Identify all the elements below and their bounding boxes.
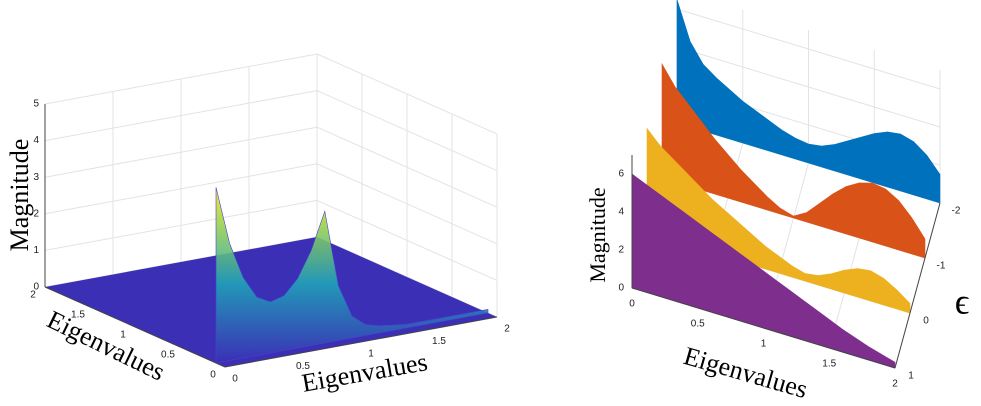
y-axis-label: ϵ (955, 281, 970, 321)
axis-edge (224, 316, 498, 368)
x-tick-label: 0 (232, 374, 238, 385)
series-area (676, 0, 941, 204)
y-tick-label: 0 (923, 316, 929, 327)
series-area (661, 62, 926, 259)
x-tick-label: 2 (892, 379, 898, 390)
x-axis-label: Eigenvalues (299, 347, 429, 398)
x-tick-label: 1.5 (822, 359, 836, 370)
y-tick-label: 0.5 (161, 350, 175, 361)
x-tick-label: 0.5 (296, 361, 310, 372)
x-tick-label: 0 (629, 299, 635, 310)
x-axis-label: Eigenvalues (681, 341, 811, 404)
z-tick-label: 5 (33, 99, 39, 110)
y-tick-label: 1 (120, 330, 126, 341)
grid-line (676, 8, 941, 90)
z-tick-label: 6 (618, 169, 624, 180)
y-tick-label: -1 (937, 261, 946, 272)
x-tick-label: 1.5 (432, 336, 446, 347)
axis-edge (44, 286, 226, 368)
z-tick-label: 0 (33, 282, 39, 293)
y-tick-label: 0 (210, 370, 216, 381)
x-tick-label: 0.5 (691, 319, 705, 330)
surface-ridge (215, 187, 489, 364)
series-area (631, 173, 896, 369)
z-tick-label: 0 (618, 283, 624, 294)
series-area (646, 127, 911, 314)
y-tick-label: 2 (30, 290, 36, 301)
z-tick-label: 4 (33, 135, 39, 146)
z-tick-label: 3 (33, 172, 39, 183)
x-tick-label: 2 (504, 324, 510, 335)
y-tick-label: 1 (908, 371, 914, 382)
z-axis-label: Magnitude (5, 139, 34, 252)
z-tick-label: 4 (618, 207, 624, 218)
axis-edge (631, 287, 896, 369)
z-tick-label: 2 (618, 245, 624, 256)
x-tick-label: 1 (761, 339, 767, 350)
z-tick-label: 1 (33, 245, 39, 256)
axis-edge (894, 202, 941, 369)
x-tick-label: 1 (368, 349, 374, 360)
y-tick-label: -2 (952, 206, 961, 217)
z-axis-label: Magnitude (585, 187, 610, 282)
z-tick-label: 2 (33, 208, 39, 219)
y-tick-label: 1.5 (71, 310, 85, 321)
grid-line (676, 46, 941, 128)
